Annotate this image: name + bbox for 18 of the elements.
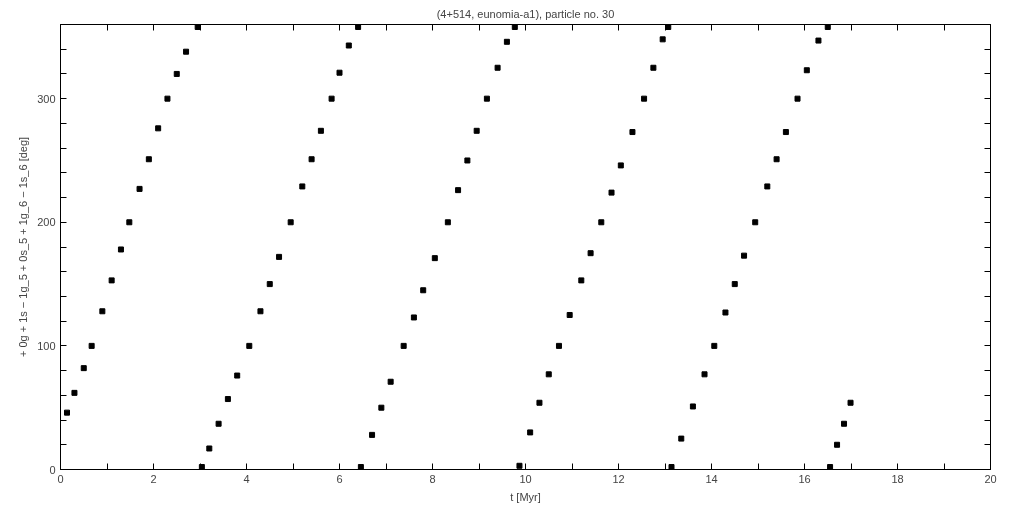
y-tick-label: 0 (49, 463, 56, 476)
x-tick-label: 20 (984, 472, 997, 485)
x-tick-label: 8 (429, 472, 436, 485)
x-tick-label: 0 (57, 472, 64, 485)
x-tick-label: 16 (798, 472, 811, 485)
x-tick-label: 18 (891, 472, 904, 485)
y-tick-label: 200 (37, 216, 56, 229)
x-tick-label: 2 (150, 472, 157, 485)
x-tick-label: 6 (336, 472, 343, 485)
y-axis-title: + 0g + 1s − 1g_5 + 0s_5 + 1g_6 − 1s_6 [deg] (17, 136, 30, 358)
x-tick-label: 10 (519, 472, 532, 485)
x-tick-label: 12 (612, 472, 625, 485)
x-tick-label: 4 (243, 472, 250, 485)
y-tick-label: 100 (37, 339, 56, 352)
y-tick-label: 300 (37, 92, 56, 105)
x-tick-label: 14 (705, 472, 718, 485)
chart-title: (4+514, eunomia-a1), particle no. 30 (436, 7, 615, 20)
x-axis-title: t [Myr] (510, 490, 541, 503)
